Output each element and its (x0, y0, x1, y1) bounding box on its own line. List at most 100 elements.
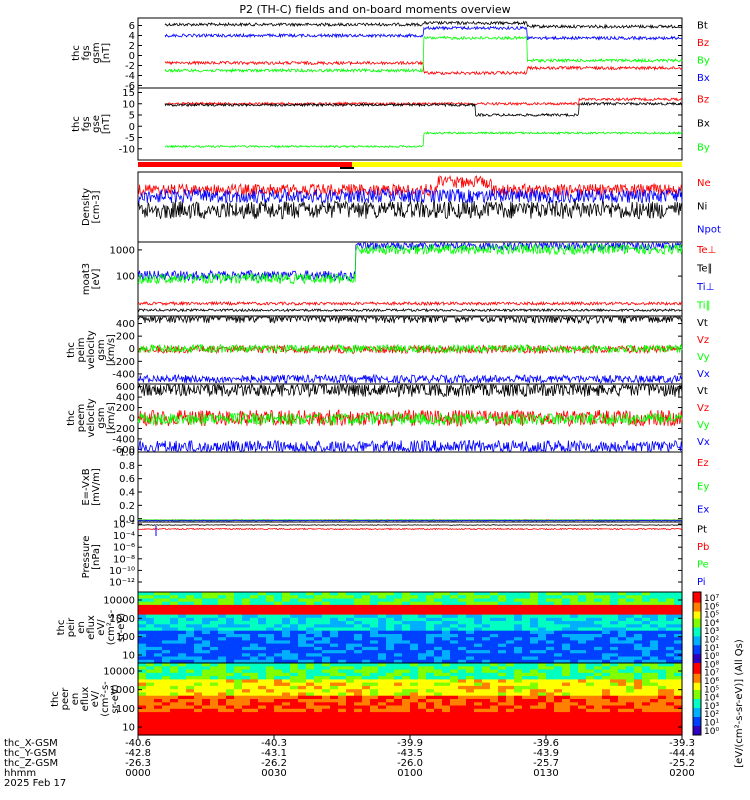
spectrogram-cell (258, 646, 267, 651)
spectrogram-cell (346, 669, 355, 674)
spectrogram-cell (394, 669, 403, 674)
spectrogram-cell (618, 669, 627, 674)
spectrogram-cell (242, 627, 251, 632)
spectrogram-cell (258, 643, 267, 648)
spectrogram-cell (338, 592, 347, 596)
spectrogram-cell (402, 699, 411, 703)
spectrogram-cell (674, 646, 683, 651)
y-tick-label: 10⁻² (113, 520, 135, 531)
spectrogram-cell (402, 595, 411, 599)
spectrogram-cell (290, 630, 299, 635)
spectrogram-cell (434, 666, 443, 671)
spectrogram-cell (618, 611, 627, 616)
spectrogram-cell (146, 708, 155, 713)
spectrogram-cell (298, 592, 307, 596)
spectrogram-cell (258, 699, 267, 703)
spectrogram-cell (274, 669, 283, 674)
colorbar-cell (693, 625, 701, 628)
spectrogram-cell (394, 712, 403, 716)
spectrogram-cell (426, 601, 435, 606)
y-label-line: gsm (96, 407, 107, 428)
spectrogram-cell (530, 718, 539, 723)
spectrogram-cell (514, 601, 523, 606)
spectrogram-cell (402, 659, 411, 664)
legend-Bx: Bx (697, 118, 710, 129)
spectrogram-cell (594, 679, 603, 684)
spectrogram-cell (610, 669, 619, 674)
spectrogram-cell (186, 672, 195, 677)
spectrogram-cell (474, 728, 483, 733)
spectrogram-cell (330, 692, 339, 697)
spectrogram-cell (474, 653, 483, 658)
spectrogram-cell (538, 601, 547, 606)
spectrogram-cell (154, 676, 163, 680)
y-tick-label: 0 (129, 414, 135, 425)
spectrogram-cell (242, 646, 251, 651)
spectrogram-cell (570, 666, 579, 671)
spectrogram-cell (530, 656, 539, 661)
spectrogram-cell (314, 676, 323, 680)
spectrogram-cell (314, 634, 323, 638)
spectrogram-cell (514, 592, 523, 596)
spectrogram-cell (674, 621, 683, 625)
spectrogram-cell (434, 627, 443, 632)
spectrogram-cell (378, 601, 387, 606)
spectrogram-cell (154, 679, 163, 684)
spectrogram-cell (226, 592, 235, 596)
spectrogram-cell (386, 699, 395, 703)
spectrogram-cell (538, 731, 547, 736)
spectrogram-cell (546, 699, 555, 703)
spectrogram-cell (602, 699, 611, 703)
spectrogram-cell (498, 637, 507, 641)
spectrogram-cell (226, 702, 235, 707)
colorbar-cell (693, 675, 701, 678)
spectrogram-cell (658, 601, 667, 606)
spectrogram-cell (258, 728, 267, 733)
spectrogram-cell (418, 614, 427, 619)
spectrogram-cell (418, 725, 427, 730)
spectrogram-cell (602, 598, 611, 603)
spectrogram-cell (410, 624, 419, 629)
spectrogram-cell (530, 592, 539, 596)
spectrogram-cell (626, 650, 635, 654)
spectrogram-cell (378, 669, 387, 674)
spectrogram-cell (442, 640, 451, 645)
spectrogram-cell (314, 725, 323, 730)
spectrogram-cell (154, 592, 163, 596)
spectrogram-cell (442, 702, 451, 707)
spectrogram-cell (530, 637, 539, 641)
spectrogram-cell (234, 705, 243, 710)
spectrogram-cell (242, 598, 251, 603)
spectrogram-cell (202, 598, 211, 603)
legend-Bz: Bz (697, 38, 709, 49)
spectrogram-cell (578, 592, 587, 596)
spectrogram-cell (666, 715, 675, 720)
spectrogram-cell (594, 712, 603, 716)
spectrogram-cell (466, 627, 475, 632)
spectrogram-cell (162, 621, 171, 625)
spectrogram-cell (146, 601, 155, 606)
spectrogram-cell (378, 634, 387, 638)
y-label-line: velocity (86, 330, 97, 369)
spectrogram-cell (578, 608, 587, 612)
y-label-line: [cm-3] (91, 190, 102, 223)
spectrogram-cell (474, 608, 483, 612)
spectrogram-cell (418, 685, 427, 690)
spectrogram-cell (522, 699, 531, 703)
spectrogram-cell (346, 715, 355, 720)
spectrogram-cell (498, 617, 507, 622)
spectrogram-cell (146, 731, 155, 736)
spectrogram-cell (594, 643, 603, 648)
spectrogram-cell (538, 721, 547, 726)
spectrogram-cell (394, 643, 403, 648)
spectrogram-cell (514, 725, 523, 730)
spectrogram-cell (562, 679, 571, 684)
spectrogram-cell (418, 598, 427, 603)
spectrogram-cell (210, 699, 219, 703)
spectrogram-cell (546, 679, 555, 684)
spectrogram-cell (498, 708, 507, 713)
spectrogram-cell (578, 702, 587, 707)
spectrogram-cell (138, 640, 147, 645)
spectrogram-cell (642, 715, 651, 720)
spectrogram-cell (402, 705, 411, 710)
